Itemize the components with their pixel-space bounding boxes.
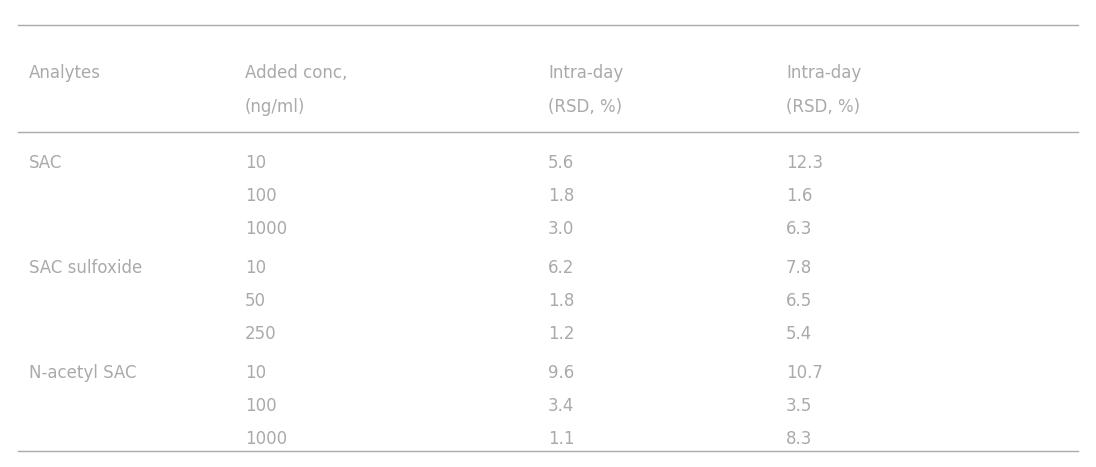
Text: (RSD, %): (RSD, %): [786, 98, 860, 115]
Text: 250: 250: [246, 325, 276, 343]
Text: Intra-day: Intra-day: [548, 64, 624, 82]
Text: 6.2: 6.2: [548, 259, 574, 277]
Text: Intra-day: Intra-day: [786, 64, 861, 82]
Text: 10.7: 10.7: [786, 363, 823, 382]
Text: 10: 10: [246, 363, 266, 382]
Text: 1.1: 1.1: [548, 430, 574, 448]
Text: 3.4: 3.4: [548, 396, 574, 415]
Text: 6.3: 6.3: [786, 220, 812, 238]
Text: 6.5: 6.5: [786, 292, 812, 310]
Text: 1000: 1000: [246, 430, 287, 448]
Text: 50: 50: [246, 292, 266, 310]
Text: 5.6: 5.6: [548, 154, 574, 172]
Text: 10: 10: [246, 154, 266, 172]
Text: 100: 100: [246, 187, 276, 205]
Text: 1.2: 1.2: [548, 325, 574, 343]
Text: 5.4: 5.4: [786, 325, 812, 343]
Text: SAC sulfoxide: SAC sulfoxide: [28, 259, 141, 277]
Text: 1000: 1000: [246, 220, 287, 238]
Text: 12.3: 12.3: [786, 154, 823, 172]
Text: 10: 10: [246, 259, 266, 277]
Text: 9.6: 9.6: [548, 363, 574, 382]
Text: 8.3: 8.3: [786, 430, 812, 448]
Text: SAC: SAC: [28, 154, 62, 172]
Text: 7.8: 7.8: [786, 259, 812, 277]
Text: 1.8: 1.8: [548, 187, 574, 205]
Text: (RSD, %): (RSD, %): [548, 98, 623, 115]
Text: N-acetyl SAC: N-acetyl SAC: [28, 363, 136, 382]
Text: 3.0: 3.0: [548, 220, 574, 238]
Text: Analytes: Analytes: [28, 64, 101, 82]
Text: 3.5: 3.5: [786, 396, 812, 415]
Text: 1.6: 1.6: [786, 187, 812, 205]
Text: (ng/ml): (ng/ml): [246, 98, 306, 115]
Text: Added conc,: Added conc,: [246, 64, 347, 82]
Text: 100: 100: [246, 396, 276, 415]
Text: 1.8: 1.8: [548, 292, 574, 310]
